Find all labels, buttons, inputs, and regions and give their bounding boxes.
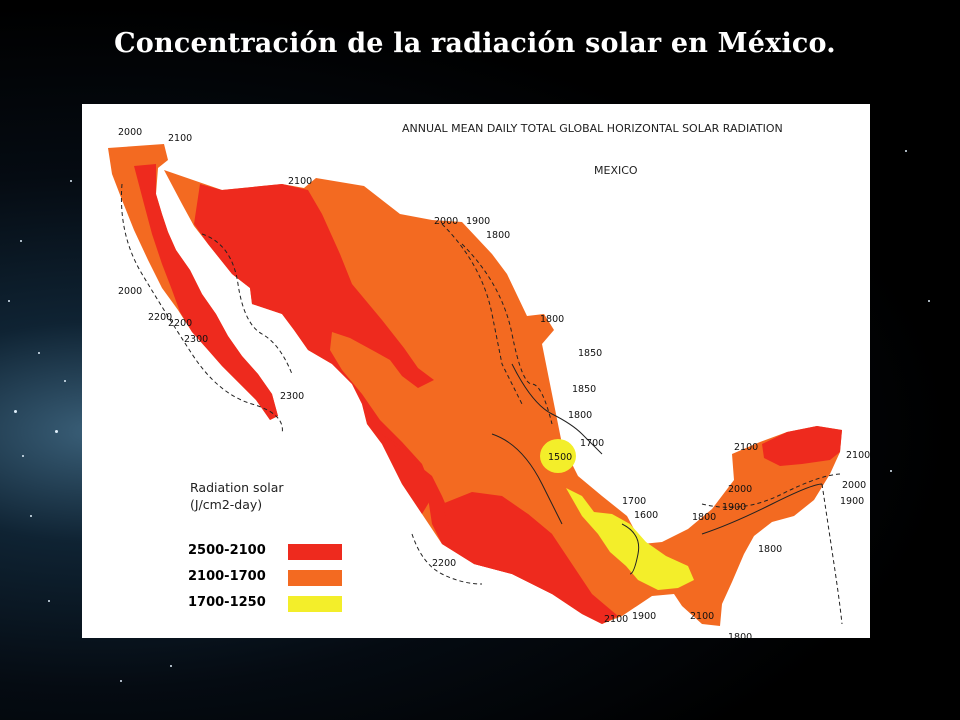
isoline: [701, 473, 843, 508]
isoline-label: 1500: [548, 452, 572, 463]
isoline-label: 1900: [466, 216, 490, 227]
isoline: [821, 483, 843, 625]
isoline-label: 2100: [168, 133, 192, 144]
map-title: ANNUAL MEAN DAILY TOTAL GLOBAL HORIZONTA…: [402, 122, 783, 135]
isoline-label: 1800: [540, 314, 564, 325]
isoline-label: 1700: [622, 496, 646, 507]
zone-high-baja: [134, 164, 278, 420]
isoline-label: 2000: [118, 286, 142, 297]
isoline-label: 2100: [288, 176, 312, 187]
isoline-label: 2100: [846, 450, 870, 461]
star: [20, 240, 22, 242]
zone-high-yucatan: [762, 426, 842, 466]
isoline-label: 1600: [634, 510, 658, 521]
slide-title: Concentración de la radiación solar en M…: [114, 28, 836, 59]
isoline-label: 2000: [842, 480, 866, 491]
isoline: [201, 233, 293, 375]
isoline-label: 1850: [572, 384, 596, 395]
isoline-label: 2000: [434, 216, 458, 227]
isoline: [701, 483, 823, 535]
isoline-label: 1800: [692, 512, 716, 523]
isoline-label: 2300: [184, 334, 208, 345]
isoline: [411, 533, 483, 585]
isoline-labels: 2000 2100 2100 2000 1900 1800 2000 2200 …: [118, 127, 870, 638]
isoline-label: 2100: [604, 614, 628, 625]
star: [170, 665, 172, 667]
solar-radiation-map: ANNUAL MEAN DAILY TOTAL GLOBAL HORIZONTA…: [82, 104, 870, 638]
legend-swatch-high: [288, 544, 342, 560]
legend-range-medium: 2100-1700: [188, 569, 266, 584]
zone-low-gulf: [566, 488, 694, 590]
isoline-label: 2100: [690, 611, 714, 622]
star: [928, 300, 930, 302]
isoline-label: 1900: [632, 611, 656, 622]
star: [890, 470, 892, 472]
isoline-label: 1800: [486, 230, 510, 241]
legend-swatch-low: [288, 596, 342, 612]
legend-title: Radiation solar: [190, 480, 284, 495]
isoline-label: 2000: [118, 127, 142, 138]
isoline: [461, 243, 553, 425]
isoline-label: 2100: [734, 442, 758, 453]
zone-high-inland: [442, 492, 562, 594]
star: [905, 150, 907, 152]
star: [14, 410, 17, 413]
star: [22, 455, 24, 457]
star: [70, 180, 72, 182]
star: [120, 680, 122, 682]
isoline: [621, 523, 640, 575]
star: [48, 600, 50, 602]
isoline: [441, 223, 523, 405]
isoline: [511, 363, 603, 455]
isoline-label: 2200: [432, 558, 456, 569]
isoline-label: 2000: [728, 484, 752, 495]
isolines-solid: [491, 363, 823, 575]
star: [38, 352, 40, 354]
legend-swatch-medium: [288, 570, 342, 586]
map-country-label: MEXICO: [594, 164, 638, 177]
isoline-label: 1700: [580, 438, 604, 449]
isoline-label: 1800: [568, 410, 592, 421]
star: [30, 515, 32, 517]
isoline-label: 1900: [840, 496, 864, 507]
zone-low-central: [540, 439, 576, 473]
isolines: [120, 183, 843, 625]
map-legend: Radiation solar (J/cm2-day) 2500-2100 21…: [188, 480, 342, 612]
star: [8, 300, 10, 302]
legend-range-high: 2500-2100: [188, 543, 266, 558]
isoline-label: 2200: [148, 312, 172, 323]
isoline-label: 1800: [728, 632, 752, 638]
mexico-map-graphic: ANNUAL MEAN DAILY TOTAL GLOBAL HORIZONTA…: [108, 122, 870, 638]
star: [64, 380, 66, 382]
isoline-label: 1800: [758, 544, 782, 555]
isoline-label: 2200: [168, 318, 192, 329]
zone-high-northwest: [194, 184, 434, 514]
star: [55, 430, 58, 433]
legend-unit: (J/cm2-day): [190, 497, 262, 512]
isoline-label: 2300: [280, 391, 304, 402]
isoline-label: 1850: [578, 348, 602, 359]
isoline-label: 1900: [722, 502, 746, 513]
isoline: [491, 433, 563, 525]
legend-range-low: 1700-1250: [188, 595, 266, 610]
